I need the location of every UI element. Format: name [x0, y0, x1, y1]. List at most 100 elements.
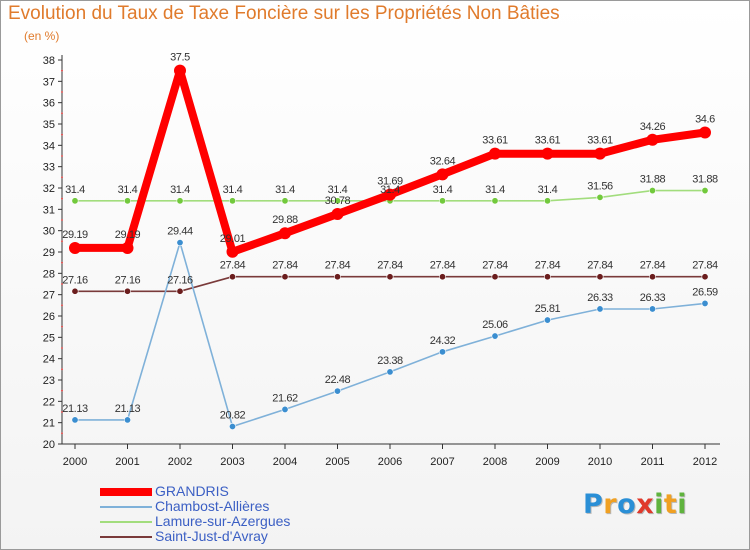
data-point	[646, 133, 659, 146]
y-tick-label: 34	[43, 140, 55, 152]
data-point	[386, 273, 394, 281]
y-tick-label: 29	[43, 247, 55, 259]
y-minor-tick	[61, 347, 63, 349]
legend-item: Chambost-Allières	[100, 499, 290, 514]
legend-swatch	[100, 505, 152, 508]
y-tick-label: 20	[43, 439, 55, 451]
logo-letter: P	[583, 489, 604, 520]
data-label: 27.84	[220, 260, 246, 272]
data-point	[438, 348, 446, 356]
data-label: 31.4	[538, 184, 558, 196]
y-minor-tick	[61, 261, 63, 264]
logo-letter: i	[654, 489, 664, 520]
data-label: 31.88	[692, 174, 718, 186]
y-tick-label: 38	[43, 55, 55, 67]
data-point	[438, 273, 446, 281]
y-minor-tick	[61, 389, 63, 392]
data-point	[333, 273, 341, 281]
chart-subtitle: (en %)	[24, 29, 60, 43]
legend-label: Saint-Just-d'Avray	[155, 528, 268, 544]
x-tick-label: 2010	[588, 456, 612, 468]
y-minor-tick	[61, 368, 63, 371]
data-label: 25.81	[535, 303, 561, 315]
data-label: 27.16	[62, 274, 88, 286]
x-tick-label: 2006	[378, 456, 402, 468]
y-tick-label: 35	[43, 119, 55, 131]
y-tick-label: 24	[43, 354, 55, 366]
data-label: 29.19	[62, 229, 88, 241]
y-tick-label: 30	[43, 226, 55, 238]
data-label: 31.4	[275, 184, 295, 196]
legend-label: GRANDRIS	[155, 483, 229, 499]
data-label: 29.44	[167, 226, 193, 238]
data-point	[489, 147, 501, 160]
logo-letter: t	[663, 489, 678, 520]
data-label: 21.13	[115, 403, 141, 415]
data-point	[226, 245, 239, 258]
data-point	[543, 273, 551, 281]
data-label: 20.82	[220, 410, 246, 422]
data-point	[69, 241, 81, 254]
y-minor-tick	[61, 304, 63, 307]
data-label: 31.4	[65, 184, 85, 196]
legend-item: GRANDRIS	[100, 484, 290, 499]
data-label: 31.4	[433, 184, 453, 196]
y-tick-label: 32	[43, 183, 55, 195]
data-label: 24.32	[430, 335, 456, 347]
data-label: 27.16	[167, 274, 193, 286]
data-label: 27.84	[377, 260, 403, 272]
y-minor-tick	[61, 219, 63, 221]
data-point	[438, 197, 446, 205]
data-label: 33.61	[482, 135, 508, 147]
data-point	[71, 197, 79, 205]
data-label: 22.48	[325, 374, 351, 386]
data-point	[333, 197, 341, 205]
data-point	[699, 126, 711, 139]
data-point	[596, 273, 604, 281]
x-tick-label: 2003	[220, 456, 244, 468]
data-point	[176, 197, 184, 205]
data-label: 31.4	[118, 184, 138, 196]
y-minor-tick	[61, 197, 63, 200]
data-label: 27.84	[535, 260, 561, 272]
data-point	[596, 305, 604, 313]
y-minor-tick	[61, 240, 63, 243]
data-label: 31.88	[640, 174, 666, 186]
x-tick-label: 2011	[641, 456, 665, 468]
data-point	[491, 273, 499, 281]
data-point	[331, 208, 344, 221]
y-tick-label: 26	[43, 311, 55, 323]
data-label: 31.69	[377, 176, 403, 188]
y-tick-label: 27	[43, 290, 55, 302]
data-label: 30.78	[325, 195, 351, 207]
data-point	[124, 287, 132, 295]
data-point	[436, 168, 449, 181]
chart-legend: GRANDRIS Chambost-Allières Lamure-sur-Azer…	[100, 484, 290, 544]
x-tick-label: 2012	[693, 456, 717, 468]
legend-swatch	[100, 520, 152, 523]
legend-swatch	[100, 487, 152, 496]
y-minor-tick	[61, 283, 63, 285]
data-point	[71, 287, 79, 295]
data-label: 27.16	[115, 274, 141, 286]
y-tick-label: 22	[43, 396, 55, 408]
data-label: 27.84	[692, 260, 718, 272]
data-label: 21.13	[62, 403, 88, 415]
data-label: 25.06	[482, 319, 508, 331]
x-tick-label: 2004	[273, 456, 297, 468]
x-tick-label: 2002	[168, 456, 192, 468]
y-minor-tick	[61, 176, 63, 179]
data-label: 27.84	[325, 260, 351, 272]
data-point	[174, 64, 186, 77]
y-tick-label: 21	[43, 418, 55, 430]
data-label: 34.26	[640, 121, 666, 133]
data-point	[384, 188, 396, 201]
logo-letter: o	[617, 489, 637, 520]
legend-swatch	[100, 535, 152, 538]
data-point	[543, 316, 551, 324]
data-label: 26.59	[692, 286, 718, 298]
data-point	[648, 273, 656, 281]
data-label: 29.88	[272, 214, 298, 226]
data-point	[648, 187, 656, 195]
